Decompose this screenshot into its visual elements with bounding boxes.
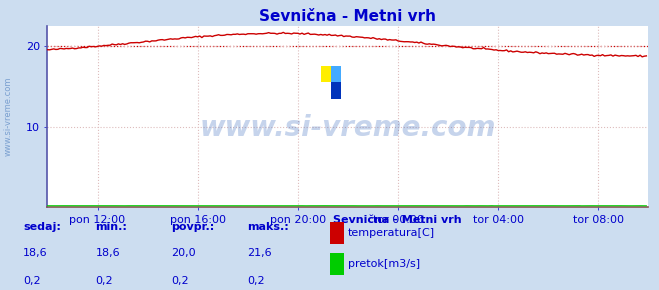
Text: www.si-vreme.com: www.si-vreme.com (200, 114, 496, 142)
Bar (331, 82, 341, 99)
Text: www.si-vreme.com: www.si-vreme.com (3, 77, 13, 157)
Text: min.:: min.: (96, 222, 127, 232)
Text: sedaj:: sedaj: (23, 222, 61, 232)
Title: Sevnična - Metni vrh: Sevnična - Metni vrh (260, 8, 436, 23)
Text: temperatura[C]: temperatura[C] (348, 228, 435, 238)
Text: Sevnična - Metni vrh: Sevnična - Metni vrh (333, 215, 461, 225)
Text: 18,6: 18,6 (96, 248, 120, 258)
Text: 0,2: 0,2 (171, 276, 189, 286)
Text: 20,0: 20,0 (171, 248, 196, 258)
Bar (331, 66, 341, 82)
Bar (330, 253, 344, 275)
Text: povpr.:: povpr.: (171, 222, 215, 232)
Text: 21,6: 21,6 (247, 248, 272, 258)
Text: 0,2: 0,2 (96, 276, 113, 286)
Text: maks.:: maks.: (247, 222, 289, 232)
Text: 18,6: 18,6 (23, 248, 47, 258)
Text: pretok[m3/s]: pretok[m3/s] (348, 259, 420, 269)
Bar (321, 66, 331, 82)
Text: 0,2: 0,2 (23, 276, 41, 286)
Bar (330, 222, 344, 244)
Bar (321, 82, 331, 99)
Text: 0,2: 0,2 (247, 276, 265, 286)
